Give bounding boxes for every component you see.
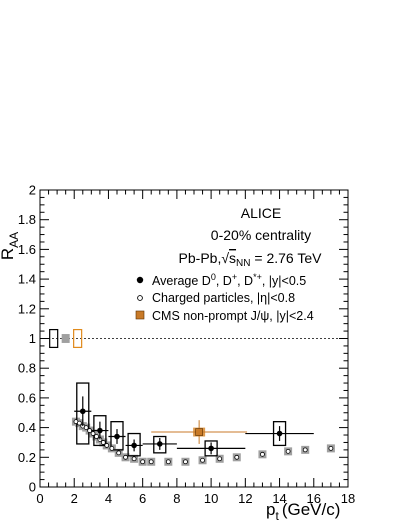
charged-point	[200, 457, 205, 463]
energy-value: = 2.76 TeV	[250, 250, 322, 266]
sqrt-sign: √	[221, 250, 229, 266]
x-axis-title-unit: (GeV/c)	[282, 500, 341, 519]
charged-point	[87, 428, 93, 433]
charged-point	[183, 459, 188, 465]
y-tick-label: 1.8	[18, 212, 36, 227]
x-tick-label: 8	[173, 491, 180, 506]
data-layer	[73, 396, 334, 465]
systematics-layer	[49, 328, 335, 466]
x-axis-title: pt (GeV/c)	[266, 500, 340, 523]
y-tick-label: 0.8	[18, 361, 36, 376]
d-meson-point	[131, 442, 137, 449]
charged-point	[104, 443, 110, 448]
charged-point	[109, 445, 115, 451]
centrality-label: 0-20% centrality	[211, 227, 311, 243]
charged-point	[165, 459, 171, 465]
sqrt-s: s	[229, 250, 236, 266]
charged-point	[83, 425, 89, 431]
charged-point	[100, 440, 106, 445]
charged-point	[328, 445, 334, 451]
legend-marker-d-meson	[136, 276, 144, 284]
norm-box-cms	[73, 328, 83, 349]
y-tick-label: 2	[29, 183, 36, 198]
d-rapidity: , |y|<0.5	[262, 274, 306, 288]
dplus-sup: +	[232, 272, 237, 282]
x-tick-label: 18	[341, 491, 355, 506]
dplus-sep: , D	[237, 274, 253, 288]
y-tick-label: 1.4	[18, 272, 36, 287]
y-tick-label: 0.4	[18, 420, 36, 435]
d-meson-syst-box	[76, 382, 90, 445]
d-meson-syst-box	[127, 432, 141, 457]
y-tick-label: 0.2	[18, 450, 36, 465]
x-tick-label: 12	[238, 491, 252, 506]
y-tick-label: 0.6	[18, 390, 36, 405]
x-axis-title-sub: t	[275, 509, 279, 523]
system-label: Pb-Pb,√sNN = 2.76 TeV	[179, 250, 323, 269]
legend-label-d-meson: Average D0, D+, D*+, |y|<0.5	[152, 272, 306, 288]
norm-box-charged	[61, 334, 70, 343]
sqrt-s-sub: NN	[236, 258, 250, 269]
charged-point	[94, 434, 99, 439]
x-tick-label: 4	[105, 491, 112, 506]
legend-label-cms: CMS non-prompt J/ψ, |y|<2.4	[152, 309, 314, 323]
y-tick-label: 1	[29, 331, 36, 346]
d0-sup: 0	[211, 272, 216, 282]
d-meson-point	[114, 433, 120, 440]
legend-marker-charged	[137, 295, 143, 301]
dstar-sup: *+	[253, 272, 262, 282]
charged-point	[123, 454, 128, 460]
charged-point	[260, 451, 265, 457]
legend-marker-cms	[135, 310, 145, 320]
d-meson-point	[208, 445, 214, 452]
d0-sep: , D	[216, 274, 232, 288]
x-tick-label: 14	[272, 491, 286, 506]
charged-point	[234, 454, 240, 460]
x-tick-label: 0	[36, 491, 43, 506]
norm-box-d-meson	[49, 328, 59, 349]
x-tick-label: 2	[71, 491, 78, 506]
x-tick-label: 10	[204, 491, 218, 506]
experiment-label: ALICE	[241, 205, 281, 221]
y-axis-title-main: R	[0, 248, 17, 260]
x-tick-label: 6	[139, 491, 146, 506]
x-axis-title-main: p	[266, 500, 275, 519]
charged-point	[116, 450, 122, 456]
legend-label-charged: Charged particles, |η|<0.8	[152, 291, 295, 305]
d-meson-syst-box	[153, 435, 167, 454]
y-axis-title-sub: AA	[7, 232, 21, 248]
y-tick-label: 1.2	[18, 301, 36, 316]
y-tick-label: 0	[29, 480, 36, 495]
charged-point	[285, 448, 291, 454]
charged-point	[76, 420, 82, 426]
y-tick-label: 1.6	[18, 242, 36, 257]
charged-point	[217, 456, 223, 462]
d-meson-point	[79, 408, 86, 415]
axes-layer: 0 2 4 6 8 10 12 14 16 18 0 0.2 0.4 0.6 0.8 1 1.2 1.4 1.6 1.…	[18, 183, 355, 507]
d-meson-point	[156, 441, 163, 447]
charged-point	[302, 447, 308, 453]
y-axis-title: RAA	[0, 232, 21, 260]
charged-point	[148, 459, 154, 465]
d-meson-point	[276, 430, 283, 437]
cms-point	[195, 428, 203, 436]
charged-point	[131, 456, 137, 462]
x-tick-label: 16	[307, 491, 321, 506]
charged-point	[140, 459, 146, 465]
d-meson-point	[97, 427, 103, 434]
charged-point	[90, 431, 96, 436]
legend: Average D0, D+, D*+, |y|<0.5 Charged par…	[135, 272, 314, 323]
d-meson-syst-box	[110, 421, 124, 451]
